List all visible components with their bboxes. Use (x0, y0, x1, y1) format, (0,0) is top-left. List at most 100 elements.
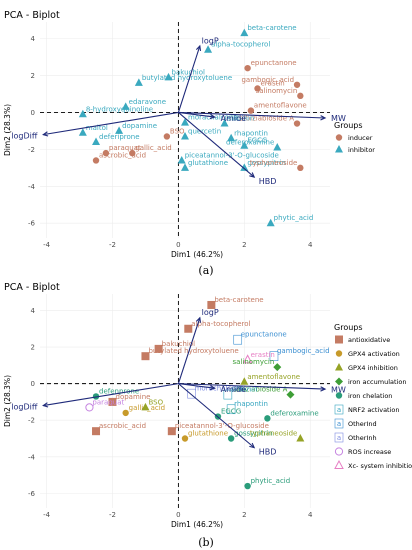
point-label: BSO (170, 127, 185, 135)
data-point (92, 393, 100, 400)
point-label: deferiprone (99, 133, 140, 141)
data-point (220, 119, 229, 127)
x-tick-label: -2 (109, 511, 116, 519)
data-point (240, 377, 249, 385)
loading-arrow (178, 111, 326, 119)
loading-arrowhead (195, 316, 202, 323)
legend-label: GPX4 inhibition (348, 364, 398, 372)
point-label: piceatannol-3'-O-glucoside (175, 422, 269, 430)
plot-area (40, 22, 330, 238)
loading-label: Amide (221, 385, 247, 394)
data-point (266, 218, 275, 227)
data-point (181, 435, 189, 442)
point-label: epunctanone (251, 59, 297, 67)
y-tick-label: 0 (31, 380, 35, 388)
panel-a: -4 -2 0 2 4 -6 -4 -2 0 2 4 PCA - Biplot Dim1 (46.2%)… (3, 10, 375, 259)
data-point (273, 363, 282, 372)
point-label: EGCG (221, 408, 241, 416)
point-label: butylated hydroxytoluene (142, 74, 232, 82)
legend-key-glyph: a (337, 434, 341, 442)
loading-arrowhead (42, 131, 49, 137)
data-point (273, 143, 282, 151)
point-label: defenprone (99, 387, 139, 395)
point-label: phytic_acid (274, 214, 314, 222)
data-point (92, 427, 101, 436)
point-label: rhapontin (234, 400, 268, 408)
point-label: rhapontin (234, 129, 268, 137)
data-point (244, 64, 251, 72)
data-point (293, 81, 301, 88)
loading-arrowhead (42, 402, 49, 408)
loading-arrow (178, 112, 255, 178)
data-point (247, 107, 255, 114)
legend-label: Xc- system inhibition (348, 462, 412, 470)
point-label: erastin (251, 351, 275, 359)
point-label: alpha-tocopherol (211, 41, 270, 49)
legend-key (335, 335, 343, 344)
data-point (164, 72, 173, 81)
panel-b-caption: (b) (198, 536, 214, 549)
point-label: typhaneoside (250, 429, 297, 437)
point-label: silibinin (228, 115, 255, 123)
data-point (297, 164, 304, 172)
point-label: gossypitrin (234, 429, 273, 437)
point-label: typhaneoside (250, 159, 297, 167)
data-point (207, 300, 216, 309)
data-point (226, 404, 236, 415)
point-label: epunctanone (241, 331, 287, 339)
point-label: silibinin (231, 386, 258, 394)
data-point (286, 390, 295, 399)
data-point (227, 435, 235, 442)
y-tick-label: 2 (31, 72, 35, 80)
loading-arrow (43, 111, 179, 136)
data-point (269, 351, 279, 361)
legend-label: iron accumulation (348, 378, 406, 386)
data-point (297, 92, 304, 100)
point-label: bakuchiol (162, 340, 196, 348)
legend-key (335, 377, 343, 386)
point-label: edaravone (129, 98, 166, 106)
loading-arrowhead (195, 44, 202, 52)
data-point (264, 415, 271, 422)
point-label: bakuchiol (172, 68, 206, 76)
loading-label: logDiff (11, 403, 38, 412)
point-label: glutathione (188, 429, 228, 437)
data-point (240, 163, 249, 171)
x-tick-label: 4 (308, 241, 313, 249)
point-label: amentoflavone (254, 102, 307, 110)
x-tick-label: 0 (176, 241, 180, 249)
x-tick-label: 2 (242, 511, 246, 519)
legend-label: GPX4 activation (348, 350, 400, 358)
data-point (129, 149, 136, 157)
data-point (141, 402, 150, 411)
loading-arrow (178, 383, 255, 449)
legend-label: ROS increase (348, 448, 391, 456)
y-tick-label: -4 (28, 453, 36, 461)
point-label: quercetin (188, 127, 221, 135)
point-label: beta-carotene (214, 296, 263, 304)
point-label: EGCG (247, 137, 267, 145)
data-point (121, 102, 130, 110)
y-axis-label: Dim2 (28.3%) (3, 104, 12, 156)
point-label: gallic_acid (135, 144, 171, 152)
y-tick-label: -6 (28, 220, 36, 228)
y-tick-label: -2 (28, 146, 35, 154)
data-point (92, 157, 100, 164)
data-point (204, 45, 213, 53)
legend-label: OtherInh (348, 434, 377, 442)
loading-label: MW (331, 114, 346, 123)
data-point (108, 397, 117, 406)
legend-label: inducer (348, 134, 373, 142)
point-label: amentoflavone (247, 373, 300, 381)
point-label: gossypitrin (247, 159, 286, 167)
y-tick-label: -4 (28, 183, 36, 191)
data-point (102, 149, 110, 157)
point-label: salinomycin (233, 358, 275, 366)
y-tick-label: 2 (31, 344, 35, 352)
point-label: BSO (148, 398, 163, 406)
point-label: deferoxamine (270, 409, 318, 417)
point-label: erastin (261, 79, 285, 87)
loading-arrow (43, 383, 179, 407)
legend-label: antioxidative (348, 336, 390, 344)
